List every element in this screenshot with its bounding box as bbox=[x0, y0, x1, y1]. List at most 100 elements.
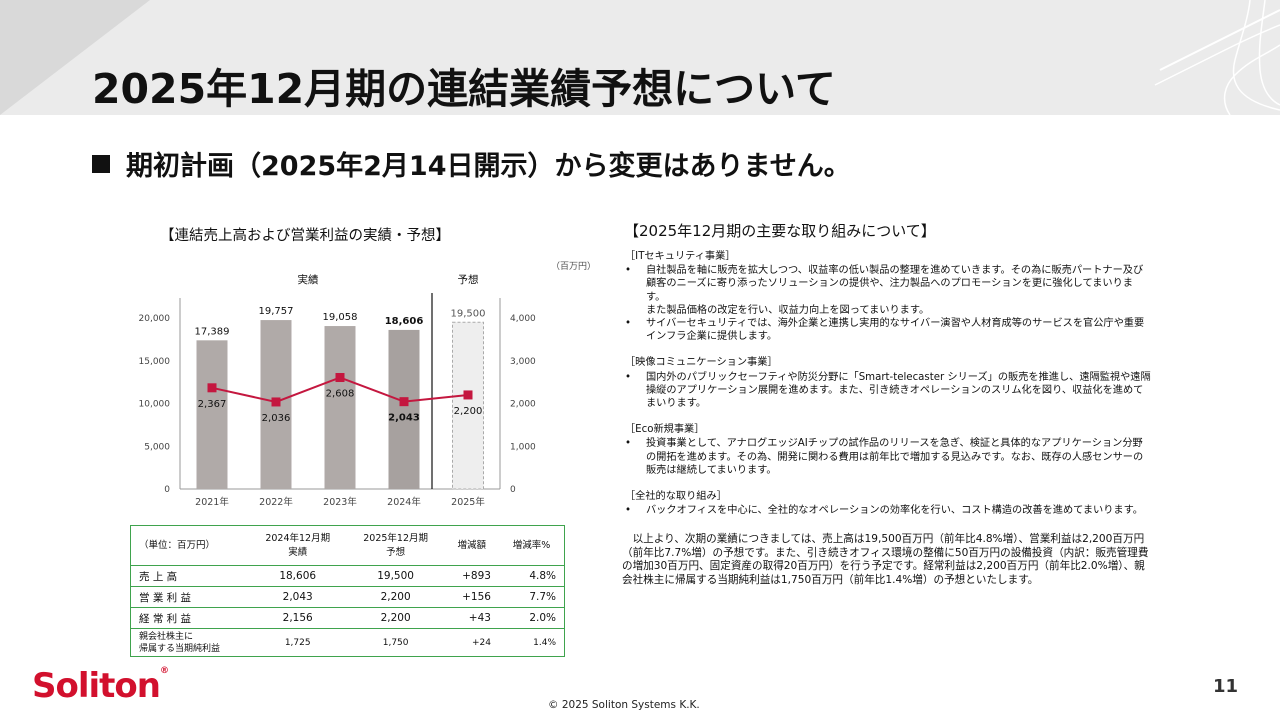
line-value-label: 2,036 bbox=[262, 413, 291, 424]
soliton-logo: Soliton® bbox=[32, 666, 169, 706]
bar-value-label: 17,389 bbox=[195, 326, 230, 337]
line-point bbox=[271, 397, 281, 407]
lead-text: 期初計画（2025年2月14日開示）から変更はありません。 bbox=[126, 151, 851, 182]
list-item: バックオフィスを中心に、全社的なオペレーションの効率化を行い、コスト構造の改善を… bbox=[622, 504, 1152, 517]
table-row: 経 常 利 益 2,156 2,200 +43 2.0% bbox=[130, 607, 565, 629]
table-row: 親会社株主に 帰属する当期純利益 1,725 1,750 +24 1.4% bbox=[130, 628, 565, 657]
section-heading: ［ITセキュリティ事業］ bbox=[625, 251, 736, 262]
initiatives-panel: 【2025年12月期の主要な取り組みについて】 ［ITセキュリティ事業］ 自社製… bbox=[622, 220, 1152, 587]
item-text: 自社製品を軸に販売を拡大しつつ、収益率の低い製品の整理を進めていきます。その為に… bbox=[646, 265, 1144, 303]
item-text: 国内外のパブリックセーフティや防災分野に「Smart-telecaster シリ… bbox=[646, 371, 1151, 410]
list-item: 国内外のパブリックセーフティや防災分野に「Smart-telecaster シリ… bbox=[622, 371, 1152, 411]
bar-value-label: 19,500 bbox=[451, 308, 486, 319]
initiatives-title: 【2025年12月期の主要な取り組みについて】 bbox=[624, 222, 936, 240]
page-title: 2025年12月期の連結業績予想について bbox=[92, 65, 836, 113]
section-company-wide: ［全社的な取り組み］ バックオフィスを中心に、全社的なオペレーションの効率化を行… bbox=[622, 490, 1152, 518]
right-tick-label: 2,000 bbox=[510, 400, 536, 410]
line-value-label: 2,367 bbox=[198, 399, 227, 410]
right-tick-label: 1,000 bbox=[510, 442, 536, 452]
row-label: 経 常 利 益 bbox=[130, 607, 249, 629]
list-item: サイバーセキュリティでは、海外企業と連携し実用的なサイバー演習や人材育成等のサー… bbox=[622, 317, 1152, 343]
list-item: 自社製品を軸に販売を拡大しつつ、収益率の低い製品の整理を進めていきます。その為に… bbox=[622, 264, 1152, 317]
corner-decoration bbox=[0, 0, 150, 115]
line-value-label: 2,043 bbox=[388, 413, 420, 424]
cell-2024: 2,156 bbox=[248, 607, 347, 629]
cell-2024: 18,606 bbox=[248, 565, 347, 587]
item-text: バックオフィスを中心に、全社的なオペレーションの効率化を行い、コスト構造の改善を… bbox=[646, 505, 1143, 517]
line-point bbox=[463, 390, 473, 400]
item-subtext: また製品価格の改定を行い、収益力向上を図ってまいります。 bbox=[646, 304, 930, 316]
right-tick-label: 3,000 bbox=[510, 357, 536, 367]
x-tick-label: 2021年 bbox=[195, 496, 229, 508]
right-tick-label: 0 bbox=[510, 485, 516, 495]
table-header-row: （単位：百万円） 2024年12月期 実績 2025年12月期 予想 増減額 増減率… bbox=[130, 525, 565, 566]
group-label-forecast: 予想 bbox=[458, 273, 479, 286]
table-header-2025: 2025年12月期 予想 bbox=[346, 525, 445, 566]
cell-change: +43 bbox=[444, 607, 499, 629]
cell-rate: 7.7% bbox=[498, 586, 565, 608]
row-label: 営 業 利 益 bbox=[130, 586, 249, 608]
row-label: 売 上 高 bbox=[130, 565, 249, 587]
cell-change: +156 bbox=[444, 586, 499, 608]
sales-profit-chart: （百万円） 実績 予想 0 5,000 10,000 15,000 20,000 0 1,000 2… bbox=[139, 261, 597, 508]
item-text: サイバーセキュリティでは、海外企業と連携し実用的なサイバー演習や人材育成等のサー… bbox=[646, 318, 1145, 343]
cell-2025: 2,200 bbox=[346, 586, 445, 608]
table-header-2024: 2024年12月期 実績 bbox=[248, 525, 347, 566]
summary-paragraph: 以上より、次期の業績につきましては、売上高は19,500百万円（前年比4.8%増… bbox=[622, 533, 1152, 587]
bar bbox=[196, 340, 228, 489]
left-tick-label: 5,000 bbox=[144, 442, 170, 452]
x-tick-label: 2024年 bbox=[387, 496, 421, 508]
line-point bbox=[335, 373, 345, 383]
bar-forecast bbox=[452, 321, 484, 490]
list-item: 投資事業として、アナログエッジAIチップの試作品のリリースを急ぎ、検証と具体的な… bbox=[622, 437, 1152, 477]
chart-title: 【連結売上高および営業利益の実績・予想】 bbox=[160, 228, 450, 244]
section-eco-new-business: ［Eco新規事業］ 投資事業として、アナログエッジAIチップの試作品のリリースを… bbox=[622, 423, 1152, 477]
cell-change: +893 bbox=[444, 565, 499, 587]
square-bullet-icon bbox=[92, 154, 110, 173]
page-number: 11 bbox=[1213, 676, 1239, 697]
left-tick-label: 0 bbox=[164, 485, 170, 495]
cell-rate: 2.0% bbox=[498, 607, 565, 629]
cell-2024: 2,043 bbox=[248, 586, 347, 608]
line-value-label: 2,608 bbox=[326, 389, 355, 400]
table-row: 売 上 高 18,606 19,500 +893 4.8% bbox=[130, 565, 565, 587]
summary-text: 以上より、次期の業績につきましては、売上高は19,500百万円（前年比4.8%増… bbox=[622, 533, 1149, 586]
x-tick-label: 2022年 bbox=[259, 496, 293, 508]
right-tick-label: 4,000 bbox=[510, 314, 536, 324]
line-point bbox=[207, 383, 217, 393]
bar-value-label: 19,757 bbox=[259, 306, 294, 317]
table-row: 営 業 利 益 2,043 2,200 +156 7.7% bbox=[130, 586, 565, 608]
cell-2025: 1,750 bbox=[346, 628, 445, 657]
bar bbox=[388, 329, 420, 489]
x-tick-label: 2025年 bbox=[451, 496, 485, 508]
cell-2024: 1,725 bbox=[248, 628, 347, 657]
left-tick-label: 15,000 bbox=[139, 357, 171, 367]
left-tick-label: 20,000 bbox=[139, 314, 171, 324]
line-point bbox=[399, 397, 409, 407]
bar-value-label: 19,058 bbox=[323, 312, 358, 323]
section-it-security: ［ITセキュリティ事業］ 自社製品を軸に販売を拡大しつつ、収益率の低い製品の整理… bbox=[622, 250, 1152, 343]
section-heading: ［全社的な取り組み］ bbox=[625, 491, 727, 503]
section-heading: ［Eco新規事業］ bbox=[625, 424, 705, 436]
copyright: © 2025 Soliton Systems K.K. bbox=[548, 699, 700, 711]
cell-2025: 2,200 bbox=[346, 607, 445, 629]
header-band bbox=[0, 0, 1280, 115]
item-text: 投資事業として、アナログエッジAIチップの試作品のリリースを急ぎ、検証と具体的な… bbox=[646, 438, 1144, 476]
cell-2025: 19,500 bbox=[346, 565, 445, 587]
logo-text: Soliton bbox=[32, 666, 161, 706]
table-header-rate: 増減率% bbox=[498, 525, 565, 566]
table-header-change: 増減額 bbox=[444, 525, 499, 566]
table-header-unit: （単位：百万円） bbox=[130, 525, 249, 566]
x-tick-label: 2023年 bbox=[323, 496, 357, 508]
bar-value-label: 18,606 bbox=[385, 316, 424, 327]
section-heading: ［映像コミュニケーション事業］ bbox=[625, 357, 778, 369]
topographic-decoration bbox=[1154, 0, 1280, 115]
line-value-label: 2,200 bbox=[454, 406, 483, 417]
cell-rate: 4.8% bbox=[498, 565, 565, 587]
lead-statement: 期初計画（2025年2月14日開示）から変更はありません。 bbox=[92, 144, 851, 183]
section-video-communication: ［映像コミュニケーション事業］ 国内外のパブリックセーフティや防災分野に「Sma… bbox=[622, 356, 1152, 410]
cell-change: +24 bbox=[444, 628, 499, 657]
cell-rate: 1.4% bbox=[498, 628, 565, 657]
financial-table: （単位：百万円） 2024年12月期 実績 2025年12月期 予想 増減額 増減率… bbox=[130, 525, 565, 657]
left-tick-label: 10,000 bbox=[139, 400, 171, 410]
